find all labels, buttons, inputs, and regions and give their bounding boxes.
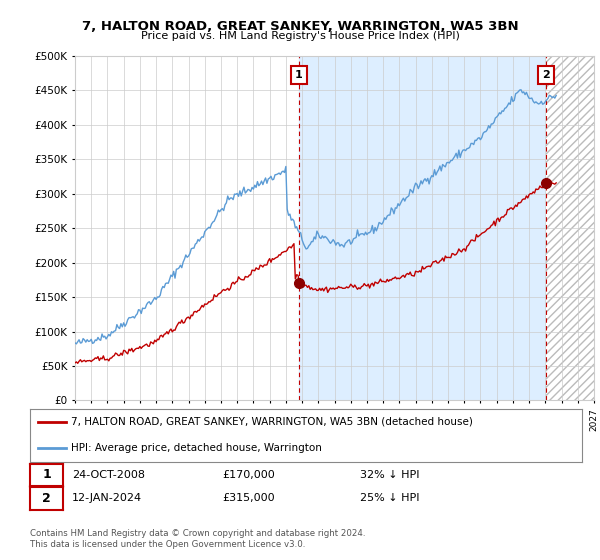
Text: 7, HALTON ROAD, GREAT SANKEY, WARRINGTON, WA5 3BN: 7, HALTON ROAD, GREAT SANKEY, WARRINGTON… — [82, 20, 518, 32]
Text: 2: 2 — [42, 492, 51, 505]
Text: 2: 2 — [542, 71, 550, 80]
Text: 1: 1 — [295, 71, 303, 80]
Text: £315,000: £315,000 — [222, 493, 275, 503]
Bar — [299, 56, 546, 400]
Bar — [546, 56, 594, 400]
Text: 7, HALTON ROAD, GREAT SANKEY, WARRINGTON, WA5 3BN (detached house): 7, HALTON ROAD, GREAT SANKEY, WARRINGTON… — [71, 417, 473, 427]
Text: Contains HM Land Registry data © Crown copyright and database right 2024.
This d: Contains HM Land Registry data © Crown c… — [30, 529, 365, 549]
Text: 32% ↓ HPI: 32% ↓ HPI — [360, 470, 419, 480]
Text: £170,000: £170,000 — [222, 470, 275, 480]
Text: HPI: Average price, detached house, Warrington: HPI: Average price, detached house, Warr… — [71, 443, 322, 453]
Text: 12-JAN-2024: 12-JAN-2024 — [72, 493, 142, 503]
Text: Price paid vs. HM Land Registry's House Price Index (HPI): Price paid vs. HM Land Registry's House … — [140, 31, 460, 41]
Text: 1: 1 — [42, 468, 51, 482]
Text: 24-OCT-2008: 24-OCT-2008 — [72, 470, 145, 480]
Text: 25% ↓ HPI: 25% ↓ HPI — [360, 493, 419, 503]
Bar — [546, 56, 594, 400]
